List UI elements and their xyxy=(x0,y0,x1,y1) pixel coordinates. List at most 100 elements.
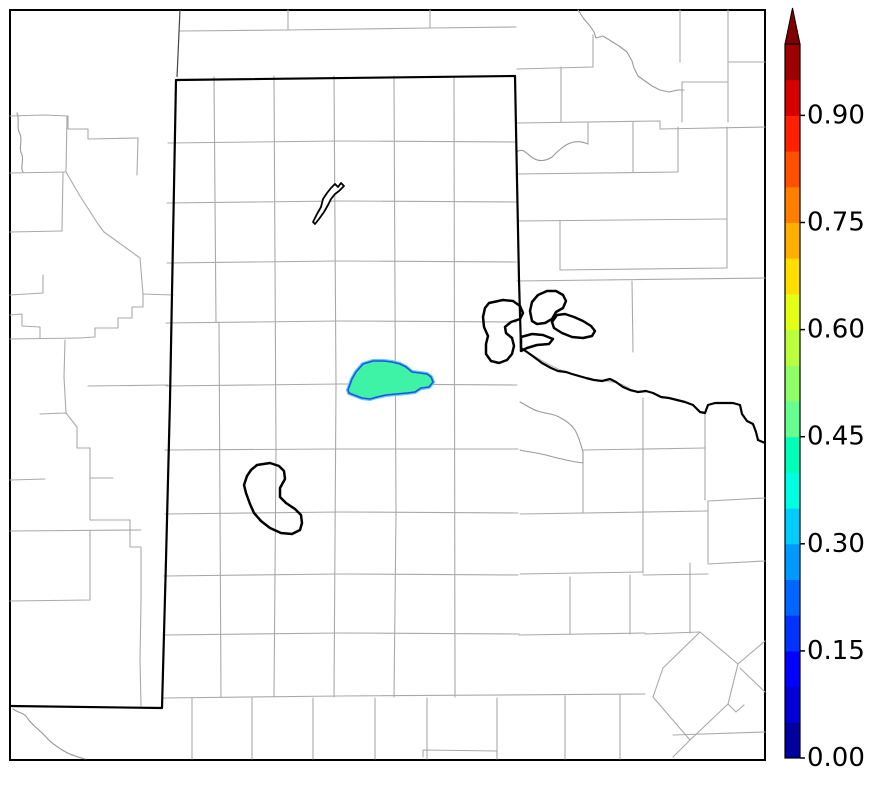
county-line xyxy=(39,412,91,479)
colorbar-band xyxy=(785,615,800,652)
county-line xyxy=(519,510,709,515)
county-line xyxy=(218,321,222,698)
county-line xyxy=(9,530,91,602)
colorbar-band xyxy=(785,329,800,366)
colorbar-outline xyxy=(784,43,801,759)
county-line xyxy=(672,731,766,736)
colorbar-tick-label: 0.90 xyxy=(807,100,865,130)
colorbar-tick-label: 0.15 xyxy=(807,636,865,666)
colorbar-band xyxy=(785,472,800,509)
county-line xyxy=(662,631,701,669)
warning-polygon xyxy=(550,312,597,340)
colorbar-tick-label: 0.00 xyxy=(807,743,865,773)
colorbar-band xyxy=(785,115,800,152)
county-line xyxy=(582,447,706,451)
colorbar-band xyxy=(785,365,800,402)
colorbar-band xyxy=(785,293,800,331)
county-line xyxy=(642,573,709,576)
warning-polygon xyxy=(519,332,555,353)
county-line xyxy=(9,337,80,340)
county-line xyxy=(333,75,337,698)
county-line xyxy=(422,749,498,758)
colorbar-band xyxy=(785,401,800,438)
colorbar-band xyxy=(785,186,800,223)
county-line xyxy=(136,137,139,176)
colorbar-tick-label: 0.30 xyxy=(807,529,865,559)
county-line xyxy=(519,401,584,464)
county-line xyxy=(166,200,517,204)
county-line xyxy=(167,140,516,144)
colorbar-band xyxy=(785,579,800,616)
county-line xyxy=(707,497,766,502)
warning-polygon xyxy=(528,289,568,326)
county-line xyxy=(9,274,44,296)
county-line xyxy=(163,573,519,577)
county-line xyxy=(162,693,646,699)
warning-polygon xyxy=(481,298,525,365)
colorbar-band xyxy=(785,686,800,723)
county-line xyxy=(16,112,24,173)
county-line xyxy=(164,448,519,451)
county-line xyxy=(429,26,517,29)
county-line xyxy=(9,171,67,174)
colorbar-band xyxy=(785,79,800,116)
county-line xyxy=(727,703,745,713)
county-line xyxy=(519,571,644,575)
colorbar-band xyxy=(785,222,800,259)
county-line xyxy=(78,293,174,339)
county-line xyxy=(577,9,685,93)
colorbar-band xyxy=(785,436,800,473)
county-line xyxy=(213,76,217,323)
warning-polygon-sliver xyxy=(312,182,345,225)
county-line xyxy=(9,313,41,339)
county-line xyxy=(516,277,766,282)
county-line xyxy=(87,384,169,387)
county-line xyxy=(559,267,728,271)
state-boundary xyxy=(8,74,767,710)
colorbar-band xyxy=(785,543,800,580)
county-line xyxy=(516,171,679,175)
colorbar-band xyxy=(785,258,800,295)
colorbar-band xyxy=(785,44,800,81)
county-line xyxy=(12,708,86,760)
county-line xyxy=(9,529,142,532)
county-line xyxy=(165,383,518,387)
colorbar-band xyxy=(785,722,800,759)
colorbar-tick-label: 0.60 xyxy=(807,315,865,345)
county-line xyxy=(89,477,142,601)
colorbar-over-arrow xyxy=(784,7,801,45)
county-line xyxy=(516,66,594,70)
county-line xyxy=(516,218,728,222)
county-line xyxy=(287,27,431,31)
county-line xyxy=(739,667,766,693)
county-line xyxy=(139,257,144,295)
county-line xyxy=(707,560,766,565)
colorbar-tick-label: 0.75 xyxy=(807,208,865,238)
county-line xyxy=(65,115,68,173)
county-line xyxy=(273,75,277,698)
county-line xyxy=(699,631,739,665)
county-line xyxy=(727,663,739,705)
colorbar-band xyxy=(785,508,800,545)
county-line xyxy=(652,667,664,698)
county-line xyxy=(9,114,139,140)
county-line xyxy=(9,478,46,481)
colorbar-tick-label: 0.45 xyxy=(807,422,865,452)
county-line xyxy=(644,631,701,635)
county-line xyxy=(166,260,517,264)
state-line-thin xyxy=(176,9,181,78)
colorbar-band xyxy=(785,650,800,688)
county-line xyxy=(672,739,691,758)
county-line xyxy=(63,339,67,414)
county-line xyxy=(652,696,691,741)
county-line xyxy=(631,280,634,353)
colorbar-band xyxy=(785,151,800,188)
county-line xyxy=(103,231,141,259)
county-line xyxy=(165,320,518,324)
county-line xyxy=(179,29,289,32)
county-line xyxy=(61,171,64,232)
probability-region xyxy=(347,360,434,400)
county-line xyxy=(163,632,520,636)
county-line xyxy=(393,75,397,698)
